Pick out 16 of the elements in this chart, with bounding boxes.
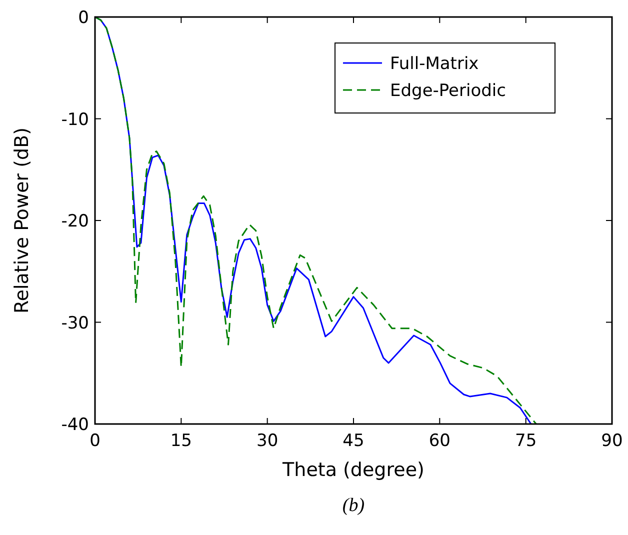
y-axis-title: Relative Power (dB): [11, 127, 33, 314]
x-tick-label: 90: [601, 431, 623, 451]
x-tick-label: 30: [256, 431, 278, 451]
x-tick-label: 75: [515, 431, 537, 451]
y-tick-label: 0: [78, 8, 89, 28]
text: (b): [342, 495, 365, 516]
y-tick-label: -20: [61, 212, 89, 232]
y-tick-label: -10: [61, 110, 89, 130]
y-tick-label: -40: [61, 415, 89, 435]
x-tick-label: 45: [342, 431, 364, 451]
legend-label: Full-Matrix: [390, 54, 479, 74]
y-tick-label: -30: [61, 313, 89, 334]
x-tick-label: 15: [170, 431, 192, 451]
legend-label: Edge-Periodic: [390, 81, 506, 101]
x-axis-title: Theta (degree): [282, 459, 424, 481]
x-tick-label: 60: [428, 431, 450, 451]
